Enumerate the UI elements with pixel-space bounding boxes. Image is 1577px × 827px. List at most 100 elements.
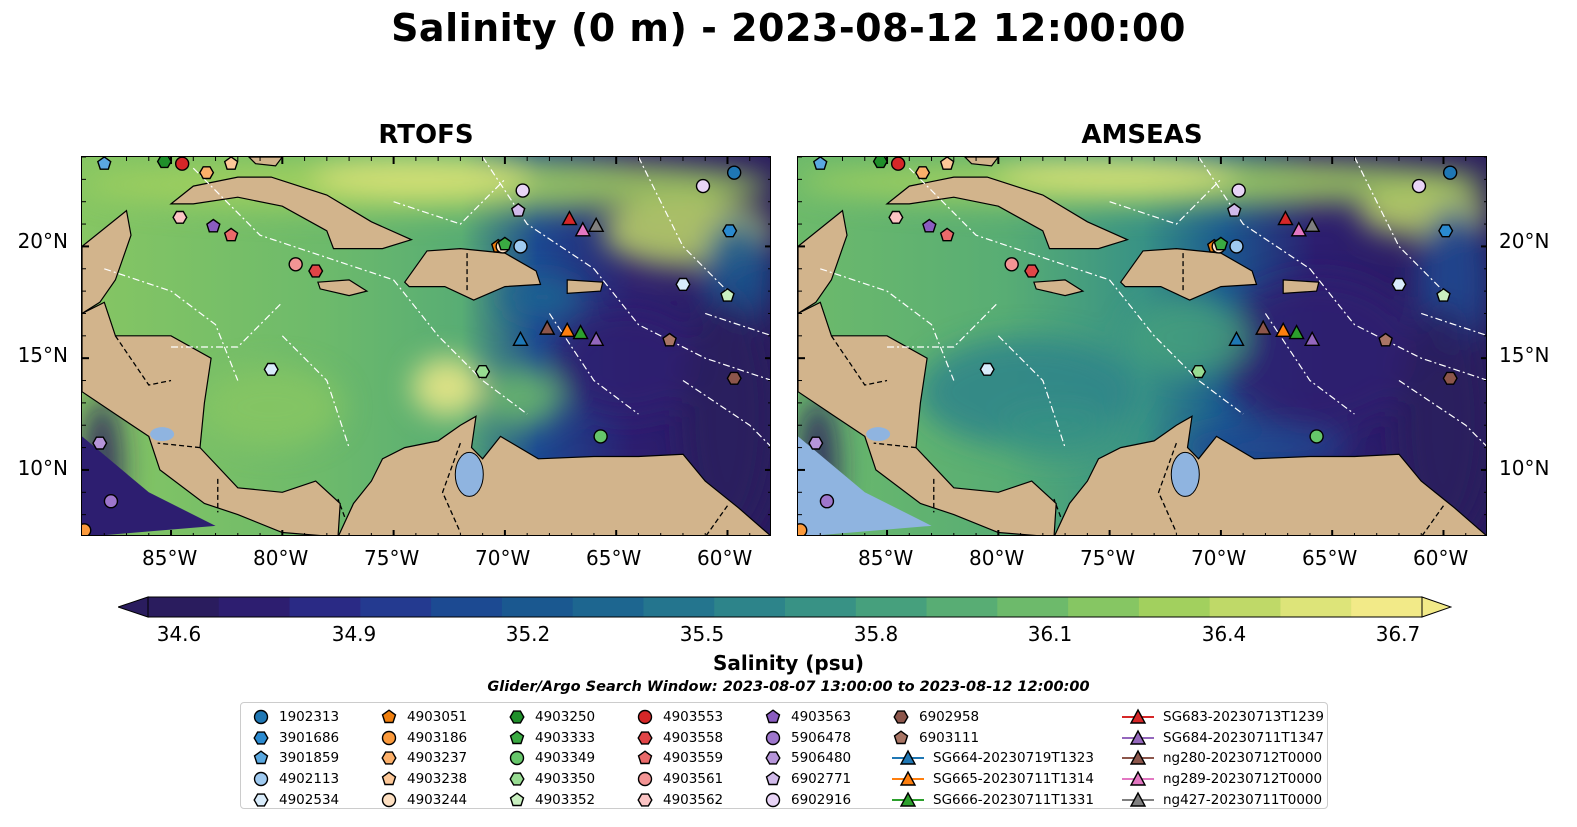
argo-float-marker[interactable] (890, 157, 906, 171)
argo-float-marker[interactable] (82, 523, 92, 536)
legend-circle-icon[interactable] (637, 710, 653, 725)
argo-float-marker[interactable] (819, 494, 835, 509)
argo-float-marker[interactable] (1411, 178, 1427, 194)
glider-marker[interactable] (1303, 216, 1321, 232)
legend-hexagon-icon[interactable] (509, 710, 525, 724)
glider-marker[interactable] (1228, 330, 1245, 346)
glider-marker[interactable] (539, 319, 556, 335)
legend-pentagon-icon[interactable] (381, 771, 397, 786)
argo-float-marker[interactable] (510, 202, 526, 217)
argo-float-marker[interactable] (675, 277, 691, 292)
argo-float-marker[interactable] (914, 166, 931, 180)
argo-float-marker[interactable] (103, 494, 119, 509)
argo-float-marker[interactable] (513, 239, 528, 254)
glider-marker[interactable] (512, 330, 529, 346)
argo-float-marker[interactable] (939, 157, 955, 170)
legend-circle-icon[interactable] (765, 730, 781, 746)
legend-triangle-icon[interactable] (1129, 729, 1147, 745)
glider-marker[interactable] (572, 324, 589, 340)
argo-float-marker[interactable] (288, 257, 303, 272)
argo-float-marker[interactable] (308, 264, 324, 278)
argo-float-marker[interactable] (1024, 264, 1040, 278)
argo-float-marker[interactable] (92, 436, 108, 450)
argo-float-marker[interactable] (872, 157, 889, 169)
argo-float-marker[interactable] (1391, 277, 1407, 292)
glider-marker[interactable] (1277, 210, 1294, 226)
argo-float-marker[interactable] (497, 236, 513, 251)
argo-float-marker[interactable] (1378, 332, 1393, 347)
legend-circle-icon[interactable] (765, 792, 781, 807)
argo-float-marker[interactable] (223, 157, 239, 170)
glider-marker[interactable] (561, 210, 578, 226)
argo-float-marker[interactable] (263, 362, 279, 376)
glider-marker[interactable] (1290, 221, 1307, 237)
argo-float-marker[interactable] (174, 157, 190, 171)
argo-float-marker[interactable] (172, 210, 188, 224)
legend-pentagon-icon[interactable] (637, 750, 653, 765)
argo-float-marker[interactable] (939, 227, 955, 242)
legend-triangle-icon[interactable] (899, 750, 917, 766)
legend-circle-icon[interactable] (253, 710, 269, 725)
argo-float-marker[interactable] (1309, 429, 1324, 444)
argo-float-marker[interactable] (888, 210, 904, 224)
legend-triangle-icon[interactable] (899, 791, 917, 807)
legend-triangle-icon[interactable] (899, 770, 917, 786)
legend-hexagon-icon[interactable] (253, 793, 269, 807)
legend-hexagon-icon[interactable] (637, 793, 653, 807)
argo-float-marker[interactable] (96, 157, 112, 170)
legend-circle-icon[interactable] (381, 792, 397, 807)
argo-float-marker[interactable] (1442, 371, 1458, 385)
legend-circle-icon[interactable] (637, 771, 653, 787)
legend-hexagon-icon[interactable] (253, 731, 269, 745)
argo-float-marker[interactable] (198, 166, 215, 180)
argo-float-marker[interactable] (695, 178, 711, 194)
map-rtofs[interactable] (81, 156, 771, 536)
argo-float-marker[interactable] (1004, 257, 1019, 272)
glider-marker[interactable] (1275, 321, 1292, 338)
legend-hexagon-icon[interactable] (893, 710, 909, 724)
legend-triangle-icon[interactable] (1129, 708, 1147, 724)
legend-pentagon-icon[interactable] (253, 750, 269, 765)
argo-float-marker[interactable] (593, 429, 608, 444)
argo-float-marker[interactable] (1229, 239, 1244, 254)
argo-float-marker[interactable] (223, 227, 239, 242)
argo-float-marker[interactable] (808, 436, 824, 450)
argo-float-marker[interactable] (1436, 287, 1451, 302)
legend-hexagon-icon[interactable] (509, 772, 525, 786)
legend-triangle-icon[interactable] (1129, 770, 1147, 786)
glider-marker[interactable] (1303, 330, 1321, 346)
legend-pentagon-icon[interactable] (509, 792, 525, 806)
argo-float-marker[interactable] (206, 218, 221, 233)
glider-marker[interactable] (559, 321, 576, 338)
argo-float-marker[interactable] (1231, 183, 1246, 198)
legend-hexagon-icon[interactable] (637, 731, 653, 745)
argo-float-marker[interactable] (1226, 202, 1242, 217)
glider-marker[interactable] (1288, 324, 1305, 340)
argo-float-marker[interactable] (812, 157, 828, 170)
legend-triangle-icon[interactable] (1129, 791, 1147, 807)
glider-marker[interactable] (574, 221, 591, 237)
map-amseas[interactable] (797, 156, 1487, 536)
argo-float-marker[interactable] (722, 224, 738, 238)
argo-float-marker[interactable] (726, 371, 742, 385)
glider-marker[interactable] (587, 330, 605, 346)
argo-float-marker[interactable] (1442, 165, 1458, 180)
legend-circle-icon[interactable] (381, 730, 397, 746)
argo-float-marker[interactable] (720, 287, 735, 302)
glider-marker[interactable] (587, 216, 605, 232)
argo-float-marker[interactable] (515, 183, 530, 198)
legend-hexagon-icon[interactable] (381, 751, 397, 766)
legend-circle-icon[interactable] (253, 771, 269, 787)
argo-float-marker[interactable] (662, 332, 677, 347)
argo-float-marker[interactable] (922, 218, 937, 233)
legend-triangle-icon[interactable] (1129, 750, 1147, 766)
argo-float-marker[interactable] (1213, 236, 1229, 251)
argo-float-marker[interactable] (726, 165, 742, 180)
legend-circle-icon[interactable] (509, 751, 525, 766)
argo-float-marker[interactable] (1438, 224, 1454, 238)
legend-pentagon-icon[interactable] (765, 771, 781, 786)
argo-float-marker[interactable] (798, 523, 808, 536)
legend-pentagon-icon[interactable] (893, 730, 909, 745)
argo-float-marker[interactable] (474, 364, 491, 379)
legend-pentagon-icon[interactable] (381, 709, 397, 724)
